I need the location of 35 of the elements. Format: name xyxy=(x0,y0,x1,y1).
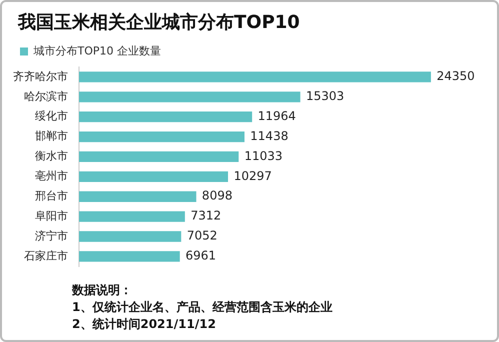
data-label: 11438 xyxy=(250,128,288,143)
y-tick-label: 邢台市 xyxy=(35,189,68,202)
bar xyxy=(79,131,244,142)
text: 1、仅统计企业名、产品、经营范围含玉米的企业 xyxy=(72,299,332,316)
data-label: 8098 xyxy=(202,188,232,203)
y-tick-label: 衡水市 xyxy=(35,150,68,163)
y-tick-label: 济宁市 xyxy=(35,229,68,242)
data-label: 7052 xyxy=(186,228,218,243)
data-label: 10297 xyxy=(234,168,272,183)
data-label: 7312 xyxy=(190,208,222,223)
bar xyxy=(79,72,431,82)
y-tick-label: 阜阳市 xyxy=(35,209,68,222)
bar xyxy=(79,211,185,222)
y-tick-label: 哈尔滨市 xyxy=(24,90,68,103)
y-tick-label: 亳州市 xyxy=(35,170,68,183)
y-tick-label: 绥化市 xyxy=(35,110,68,123)
data-label: 24350 xyxy=(436,69,475,84)
chart-title: 我国玉米相关企业城市分布TOP10 xyxy=(18,11,300,34)
data-label: 6961 xyxy=(186,248,216,263)
bar xyxy=(79,231,182,242)
text: 2、统计时间2021/11/12 xyxy=(72,316,217,333)
bar xyxy=(79,251,180,262)
data-label: 11964 xyxy=(258,108,296,123)
y-tick-label: 石家庄市 xyxy=(24,249,68,262)
legend-label: 城市分布TOP10 企业数量 xyxy=(32,44,162,58)
bar xyxy=(79,191,196,202)
text: 数据说明： xyxy=(72,282,133,299)
data-label: 11033 xyxy=(244,148,283,163)
data-label: 15303 xyxy=(306,89,344,104)
bar xyxy=(79,112,252,122)
bar xyxy=(79,151,239,162)
y-tick-label: 邯郸市 xyxy=(35,130,68,143)
bar xyxy=(79,171,228,182)
y-tick-label: 齐齐哈尔市 xyxy=(13,70,68,83)
bar xyxy=(79,92,300,102)
